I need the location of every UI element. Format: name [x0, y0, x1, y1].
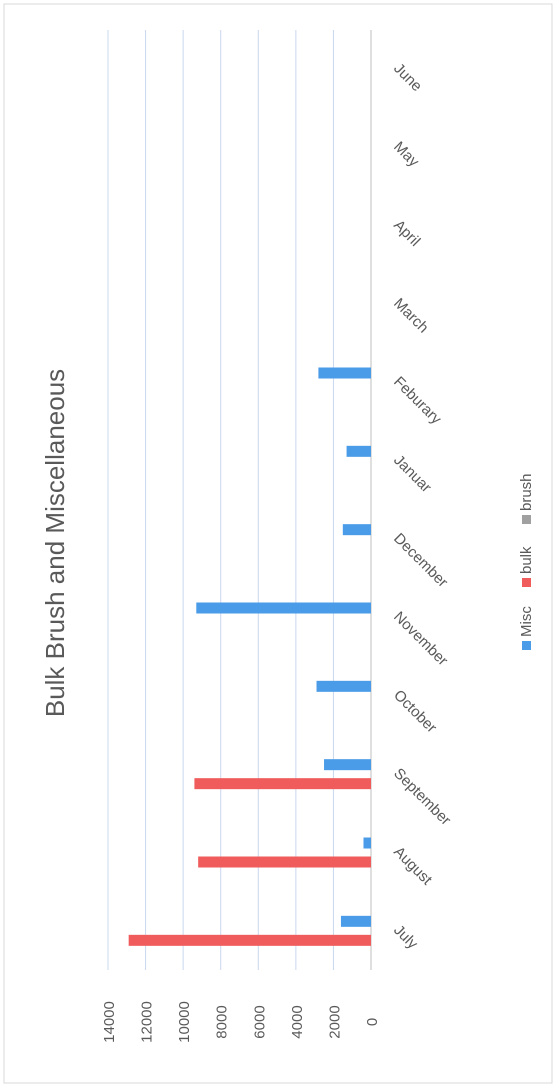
chart-border — [3, 3, 553, 1084]
bar-bulk-july — [128, 934, 371, 946]
bar-misc-december — [342, 524, 371, 536]
legend: Misc bulk brush — [518, 473, 535, 650]
gridlines — [107, 30, 334, 970]
bar-misc-october — [316, 680, 371, 692]
bar-misc-september — [324, 759, 371, 771]
bar-misc-july — [340, 915, 371, 927]
value-tick-label: 2000 — [326, 1005, 343, 1038]
value-tick-label: 12000 — [139, 1001, 156, 1043]
value-tick-label: 6000 — [251, 1005, 268, 1038]
chart-title: Bulk Brush and Miscellaneous — [40, 369, 70, 717]
value-tick-label: 8000 — [214, 1005, 231, 1038]
bar-bulk-september — [194, 778, 371, 790]
legend-label-brush: brush — [518, 473, 535, 511]
value-tick-labels: 0 2000 4000 6000 8000 10000 12000 14000 — [101, 1001, 381, 1043]
bar-misc-november — [196, 602, 371, 614]
legend-label-bulk: bulk — [518, 546, 535, 574]
bar-misc-feburary — [318, 367, 371, 379]
bars — [128, 367, 371, 946]
value-tick-label: 14000 — [101, 1001, 118, 1043]
value-tick-label: 10000 — [176, 1001, 193, 1043]
bar-misc-januar — [346, 445, 371, 457]
legend-swatch-bulk — [522, 578, 531, 587]
bar-misc-august — [363, 837, 371, 849]
value-tick-label: 4000 — [289, 1005, 306, 1038]
legend-swatch-misc — [522, 641, 531, 650]
legend-swatch-brush — [522, 515, 531, 524]
value-tick-label: 0 — [364, 1018, 381, 1026]
bar-bulk-august — [198, 856, 371, 868]
legend-label-misc: Misc — [518, 606, 535, 637]
